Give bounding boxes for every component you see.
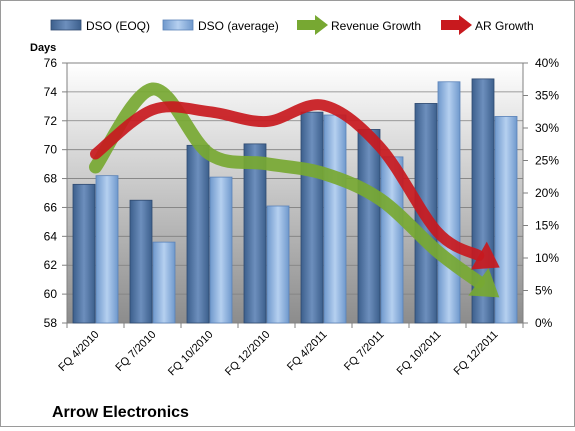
x-tick-label: FQ 7/2010 [113, 329, 158, 374]
legend-label-eoq: DSO (EOQ) [86, 19, 150, 33]
bar-dso-average [266, 205, 290, 324]
bar-dso-eoq [186, 144, 210, 324]
y2-tick-label: 25% [535, 154, 559, 168]
bar-dso-average [323, 114, 347, 324]
ar-growth-line [90, 99, 485, 262]
legend-arrow-ar [441, 15, 472, 35]
revenue-growth-arrowhead [468, 268, 500, 298]
ar-growth-arrowhead [470, 241, 500, 270]
y-axis-title: Days [30, 42, 56, 54]
revenue-growth-line [89, 82, 485, 289]
x-tick-label: FQ 12/2011 [452, 329, 501, 378]
x-tick-label: FQ 10/2011 [395, 329, 444, 378]
y-tick-label: 76 [44, 56, 58, 70]
bar-dso-average [494, 116, 518, 324]
growth-lines [89, 82, 500, 298]
y-tick-label: 70 [44, 143, 58, 157]
y2-tick-label: 0% [535, 316, 553, 330]
y-tick-label: 68 [44, 172, 58, 186]
bar-dso-eoq [129, 199, 153, 324]
x-tick-label: FQ 10/2010 [166, 329, 216, 379]
legend: DSO (EOQ) DSO (average) Revenue Growth A… [50, 15, 534, 35]
bar-dso-average [152, 241, 176, 324]
legend-label-revenue: Revenue Growth [331, 19, 421, 33]
ar-growth [90, 99, 500, 270]
x-tick-label: FQ 4/2011 [285, 329, 330, 374]
y-tick-label: 62 [44, 258, 58, 272]
y-tick-label: 64 [44, 229, 58, 243]
x-tick-label: FQ 7/2011 [342, 329, 387, 374]
chart-title: Arrow Electronics [52, 404, 189, 421]
bar-dso-average [209, 176, 233, 324]
bar-dso-eoq [300, 111, 324, 324]
legend-label-ar: AR Growth [475, 19, 534, 33]
bar-dso-eoq [357, 129, 381, 324]
x-tick-label: FQ 4/2010 [56, 329, 101, 374]
bar-dso-average [95, 175, 119, 324]
x-tick-label: FQ 12/2010 [223, 329, 273, 379]
revenue-growth [89, 82, 500, 298]
bars [72, 78, 518, 324]
y2-tick-label: 30% [535, 121, 559, 135]
y2-tick-label: 40% [535, 56, 559, 70]
y-axis-right: 0% 5% 10% 15% 20% 25% 30% 35% 40% [523, 56, 559, 330]
x-axis: FQ 4/2010 FQ 7/2010 FQ 10/2010 FQ 12/2010 FQ… [56, 323, 524, 379]
legend-label-average: DSO (average) [198, 19, 279, 33]
y2-tick-label: 10% [535, 251, 559, 265]
bar-dso-average [437, 81, 461, 324]
y2-tick-label: 5% [535, 284, 553, 298]
legend-arrow-revenue [297, 15, 328, 35]
y-tick-label: 60 [44, 287, 58, 301]
y2-tick-label: 20% [535, 186, 559, 200]
legend-swatch-eoq [50, 19, 82, 31]
bar-dso-eoq [243, 143, 267, 324]
y-tick-label: 66 [44, 200, 58, 214]
y2-tick-label: 35% [535, 89, 559, 103]
y2-tick-label: 15% [535, 219, 559, 233]
y-tick-label: 74 [44, 85, 58, 99]
y-tick-label: 58 [44, 316, 58, 330]
bar-dso-eoq [72, 183, 96, 324]
y-tick-label: 72 [44, 114, 58, 128]
legend-swatch-average [162, 19, 194, 31]
y-axis-left: 58 60 62 64 66 68 70 72 74 76 [44, 56, 67, 330]
